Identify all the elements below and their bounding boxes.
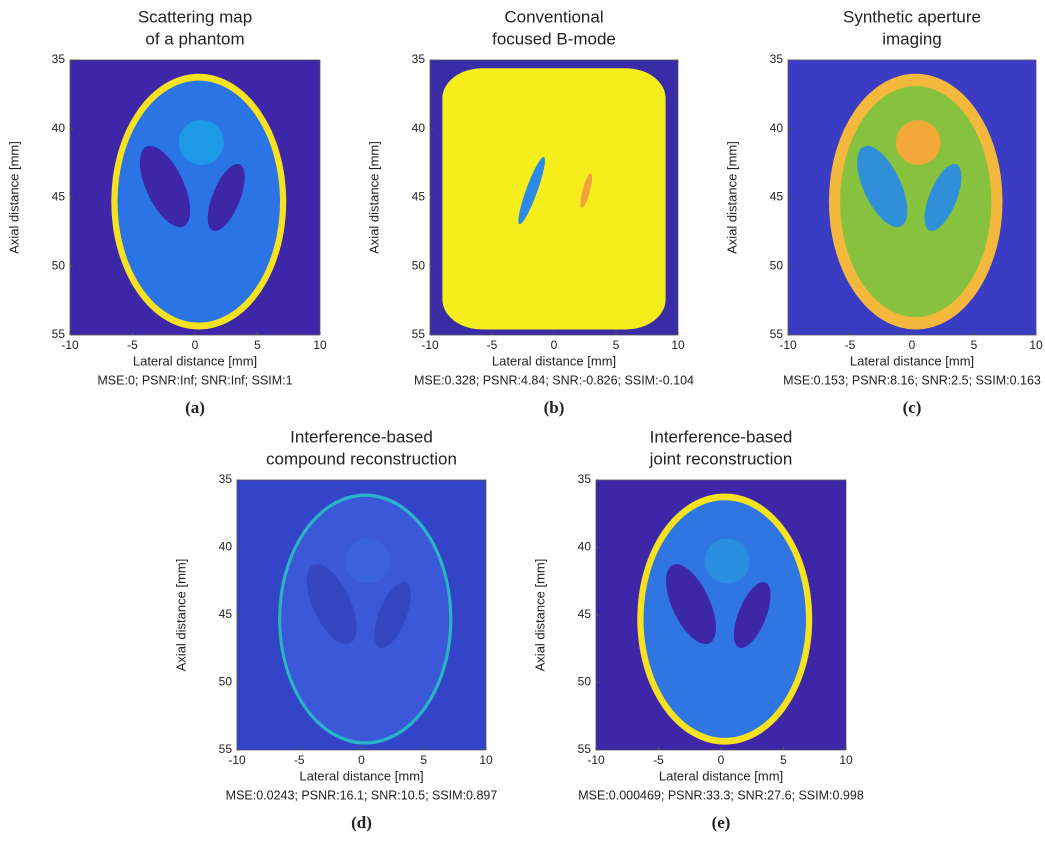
y-tick-label: 40 [52, 121, 66, 135]
x-tick-label: -5 [653, 753, 664, 767]
panel-title: imaging [882, 29, 942, 48]
body [281, 497, 449, 741]
panel-title: Interference-based [290, 427, 433, 446]
metrics: MSE:0.328; PSNR:4.84; SNR:-0.826; SSIM:-… [414, 373, 694, 387]
x-tick-label: 0 [358, 753, 365, 767]
x-tick-label: -5 [487, 338, 498, 352]
y-tick-label: 55 [412, 327, 426, 341]
x-tick-label: 0 [909, 338, 916, 352]
x-tick-label: 5 [971, 338, 978, 352]
y-tick-label: 35 [412, 52, 426, 66]
y-tick-label: 40 [578, 540, 592, 554]
y-tick-label: 45 [770, 190, 784, 204]
y-tick-label: 50 [770, 258, 784, 272]
y-tick-label: 35 [219, 472, 233, 486]
image [237, 480, 486, 750]
x-axis-label: Lateral distance [mm] [492, 353, 616, 368]
body [644, 500, 807, 738]
y-tick-label: 45 [578, 607, 592, 621]
y-tick-label: 55 [578, 742, 592, 756]
x-tick-label: 0 [192, 338, 199, 352]
x-tick-label: 0 [551, 338, 558, 352]
panel-title: of a phantom [145, 29, 244, 48]
y-tick-label: 45 [219, 607, 233, 621]
metrics: MSE:0.000469; PSNR:33.3; SNR:27.6; SSIM:… [578, 788, 864, 802]
y-tick-label: 50 [52, 258, 66, 272]
panel-caption: (c) [903, 398, 922, 417]
x-axis-label: Lateral distance [mm] [133, 353, 257, 368]
y-axis-label: Axial distance [mm] [173, 559, 188, 672]
y-tick-label: 55 [219, 742, 233, 756]
y-tick-label: 35 [52, 52, 66, 66]
panel-caption: (e) [712, 813, 731, 832]
x-tick-label: 5 [613, 338, 620, 352]
y-axis-label: Axial distance [mm] [6, 141, 21, 254]
x-tick-label: -5 [845, 338, 856, 352]
panel-caption: (a) [185, 398, 205, 417]
bmode-body [442, 68, 665, 329]
y-tick-label: 45 [52, 190, 66, 204]
image [430, 60, 678, 335]
y-tick-label: 50 [412, 258, 426, 272]
y-tick-label: 40 [219, 540, 233, 554]
x-tick-label: 5 [780, 753, 787, 767]
panel-caption: (d) [351, 813, 372, 832]
panel-title: Synthetic aperture [843, 7, 981, 26]
x-tick-label: 5 [254, 338, 261, 352]
x-axis-label: Lateral distance [mm] [850, 353, 974, 368]
y-tick-label: 45 [412, 190, 426, 204]
x-tick-label: -5 [127, 338, 138, 352]
panel-title: Scattering map [138, 7, 252, 26]
x-axis-label: Lateral distance [mm] [659, 768, 783, 783]
x-tick-label: 0 [718, 753, 725, 767]
x-tick-label: 10 [1029, 338, 1043, 352]
x-tick-label: 10 [479, 753, 493, 767]
x-axis-label: Lateral distance [mm] [299, 768, 423, 783]
metrics: MSE:0.0243; PSNR:16.1; SNR:10.5; SSIM:0.… [226, 788, 498, 802]
spot [179, 120, 224, 165]
x-tick-label: 10 [313, 338, 327, 352]
panel-title: Interference-based [650, 427, 793, 446]
panel-caption: (b) [544, 398, 565, 417]
y-tick-label: 35 [578, 472, 592, 486]
spot [705, 539, 750, 584]
y-tick-label: 35 [770, 52, 784, 66]
y-axis-label: Axial distance [mm] [724, 141, 739, 254]
panel-title: compound reconstruction [266, 449, 457, 468]
figure: Scattering mapof a phantom-10-5051035404… [0, 0, 1045, 841]
y-tick-label: 50 [578, 675, 592, 689]
metrics: MSE:0.153; PSNR:8.16; SNR:2.5; SSIM:0.16… [783, 373, 1041, 387]
body [118, 81, 281, 323]
y-tick-label: 40 [770, 121, 784, 135]
panel-title: focused B-mode [492, 29, 616, 48]
y-axis-label: Axial distance [mm] [532, 559, 547, 672]
x-tick-label: 5 [420, 753, 427, 767]
x-tick-label: 10 [671, 338, 685, 352]
panel-title: joint reconstruction [649, 449, 793, 468]
y-tick-label: 50 [219, 675, 233, 689]
metrics: MSE:0; PSNR:Inf; SNR:Inf; SSIM:1 [97, 373, 292, 387]
spot [345, 539, 390, 584]
panel-title: Conventional [504, 7, 603, 26]
y-axis-label: Axial distance [mm] [366, 141, 381, 254]
x-tick-label: 10 [839, 753, 853, 767]
x-tick-label: -5 [294, 753, 305, 767]
y-tick-label: 55 [770, 327, 784, 341]
y-tick-label: 55 [52, 327, 66, 341]
image [596, 480, 846, 750]
image [788, 60, 1036, 335]
image [70, 60, 320, 335]
spot [896, 120, 941, 165]
y-tick-label: 40 [412, 121, 426, 135]
